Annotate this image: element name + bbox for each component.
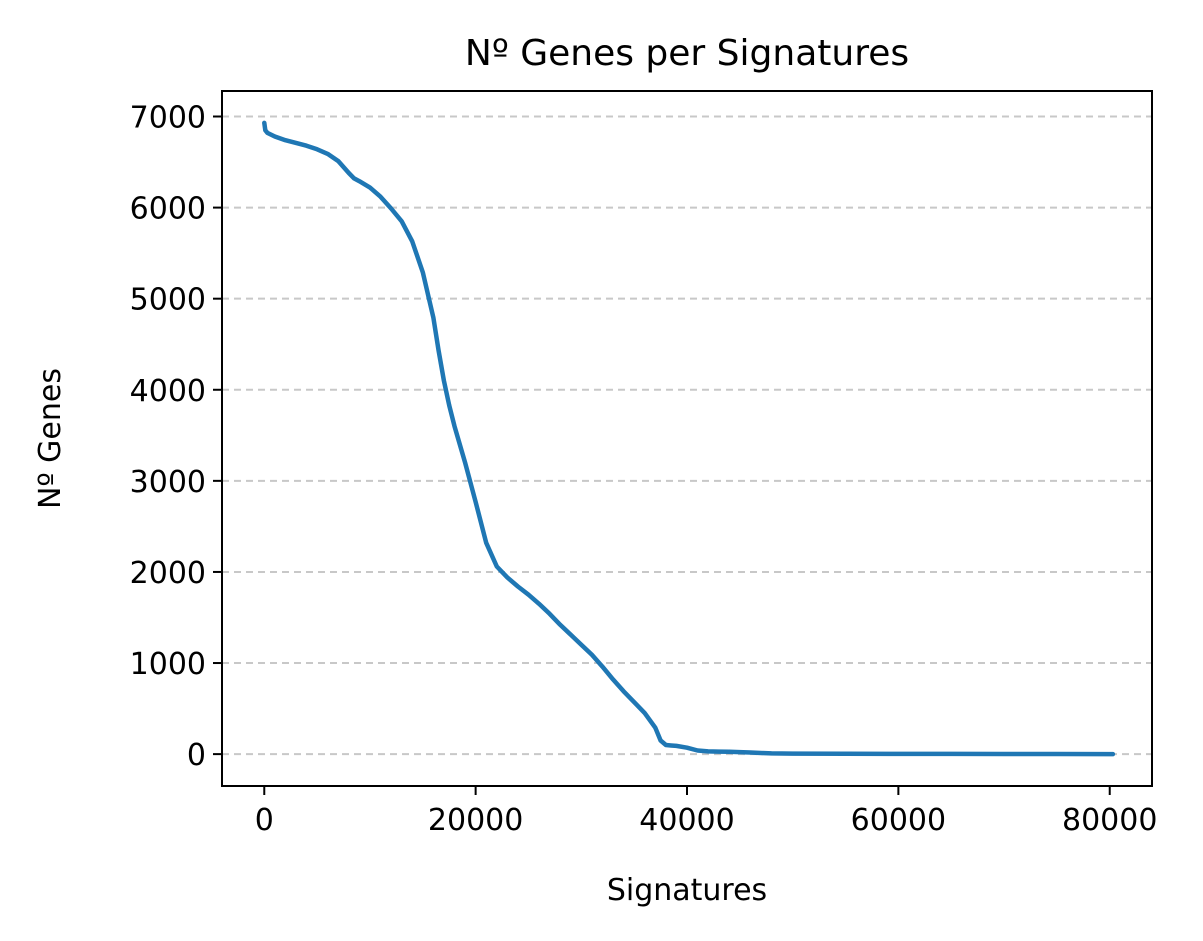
y-tick-label: 0 — [187, 738, 206, 773]
x-tick-label: 60000 — [851, 803, 946, 838]
x-tick-label: 80000 — [1062, 803, 1157, 838]
y-tick-label: 1000 — [130, 647, 206, 682]
x-tick-label: 40000 — [639, 803, 734, 838]
x-axis-label: Signatures — [607, 873, 767, 908]
y-tick-label: 6000 — [130, 192, 206, 227]
series-layer — [262, 120, 1116, 757]
y-tick-label: 7000 — [130, 101, 206, 136]
y-tick-label: 3000 — [130, 465, 206, 500]
x-tick-label: 0 — [255, 803, 274, 838]
x-axis: 0 20000 40000 60000 80000 — [255, 786, 1157, 838]
y-axis: 0 1000 2000 3000 4000 5000 6000 7000 — [130, 101, 222, 773]
y-tick-label: 5000 — [130, 283, 206, 318]
y-axis-label: Nº Genes — [33, 368, 68, 509]
y-tick-label: 4000 — [130, 374, 206, 409]
x-tick-label: 20000 — [428, 803, 523, 838]
chart-title: Nº Genes per Signatures — [465, 33, 909, 74]
series-line — [262, 120, 1116, 757]
y-tick-label: 2000 — [130, 556, 206, 591]
